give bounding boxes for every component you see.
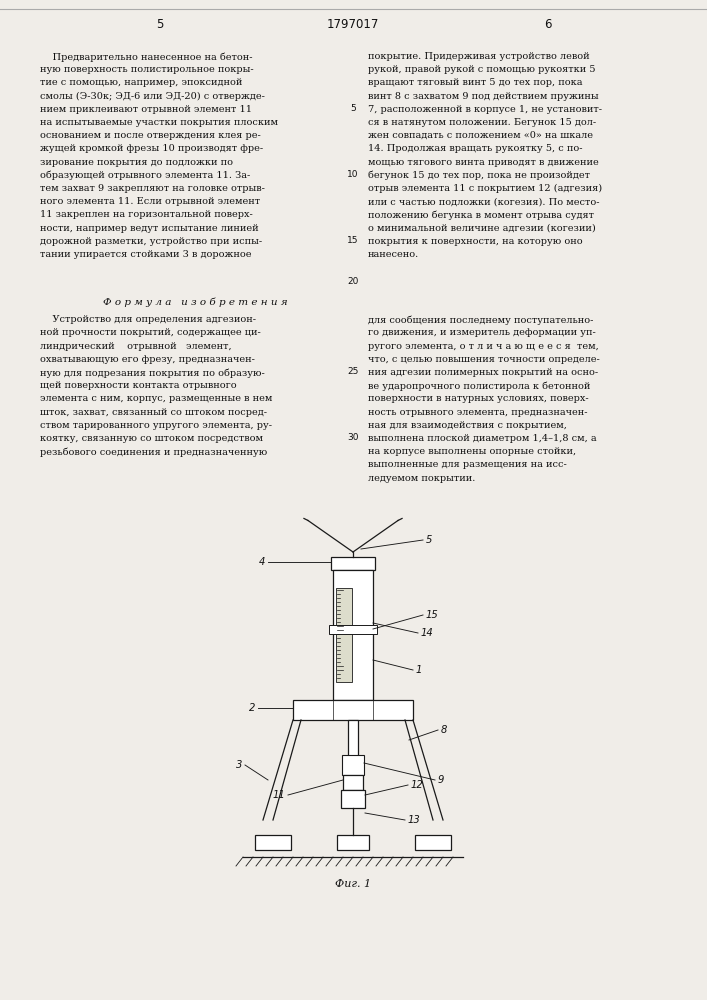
Text: 5: 5	[426, 535, 433, 545]
Text: положению бегунка в момент отрыва судят: положению бегунка в момент отрыва судят	[368, 210, 594, 220]
Text: резьбового соединения и предназначенную: резьбового соединения и предназначенную	[40, 447, 267, 457]
Text: 8: 8	[441, 725, 448, 735]
Text: для сообщения последнему поступательно-: для сообщения последнему поступательно-	[368, 315, 593, 325]
Text: 4: 4	[259, 557, 265, 567]
Text: тании упирается стойками 3 в дорожное: тании упирается стойками 3 в дорожное	[40, 250, 252, 259]
Text: отрыв элемента 11 с покрытием 12 (адгезия): отрыв элемента 11 с покрытием 12 (адгези…	[368, 184, 602, 193]
Text: щей поверхности контакта отрывного: щей поверхности контакта отрывного	[40, 381, 237, 390]
Text: ве ударопрочного полистирола к бетонной: ве ударопрочного полистирола к бетонной	[368, 381, 590, 391]
Bar	[342, 755, 364, 775]
Text: нанесено.: нанесено.	[368, 250, 419, 259]
Text: рукой, правой рукой с помощью рукоятки 5: рукой, правой рукой с помощью рукоятки 5	[368, 65, 595, 74]
Text: поверхности в натурных условиях, поверх-: поверхности в натурных условиях, поверх-	[368, 394, 589, 403]
Text: 5: 5	[156, 17, 164, 30]
Bar	[293, 700, 413, 720]
Bar	[341, 790, 365, 808]
Text: 15: 15	[426, 610, 439, 620]
Bar	[336, 588, 352, 682]
Text: вращают тяговый винт 5 до тех пор, пока: вращают тяговый винт 5 до тех пор, пока	[368, 78, 583, 87]
Bar	[343, 775, 363, 790]
Text: покрытия к поверхности, на которую оно: покрытия к поверхности, на которую оно	[368, 237, 583, 246]
Bar	[415, 835, 451, 850]
Text: ледуемом покрытии.: ледуемом покрытии.	[368, 474, 475, 483]
Text: охватывающую его фрезу, предназначен-: охватывающую его фрезу, предназначен-	[40, 355, 255, 364]
Text: ного элемента 11. Если отрывной элемент: ного элемента 11. Если отрывной элемент	[40, 197, 260, 206]
Text: 15: 15	[347, 236, 358, 245]
Bar	[331, 557, 375, 570]
Bar	[329, 625, 377, 634]
Text: покрытие. Придерживая устройство левой: покрытие. Придерживая устройство левой	[368, 52, 590, 61]
Text: 7, расположенной в корпусе 1, не установит-: 7, расположенной в корпусе 1, не установ…	[368, 105, 602, 114]
Text: жущей кромкой фрезы 10 производят фре-: жущей кромкой фрезы 10 производят фре-	[40, 144, 263, 153]
Text: мощью тягового винта приводят в движение: мощью тягового винта приводят в движение	[368, 158, 599, 167]
Bar	[255, 835, 291, 850]
Text: нием приклеивают отрывной элемент 11: нием приклеивают отрывной элемент 11	[40, 105, 252, 114]
Text: или с частью подложки (когезия). По место-: или с частью подложки (когезия). По мест…	[368, 197, 600, 206]
Text: ную для подрезания покрытия по образую-: ную для подрезания покрытия по образую-	[40, 368, 264, 377]
Text: 10: 10	[347, 170, 358, 179]
Text: Фиг. 1: Фиг. 1	[335, 879, 371, 889]
Text: винт 8 с захватом 9 под действием пружины: винт 8 с захватом 9 под действием пружин…	[368, 92, 599, 101]
Text: тем захват 9 закрепляют на головке отрыв-: тем захват 9 закрепляют на головке отрыв…	[40, 184, 265, 193]
Text: 25: 25	[347, 367, 358, 376]
Bar	[333, 570, 373, 700]
Text: 20: 20	[347, 277, 358, 286]
Text: 14: 14	[421, 628, 434, 638]
Text: ством тарированного упругого элемента, ру-: ством тарированного упругого элемента, р…	[40, 421, 272, 430]
Text: что, с целью повышения точности определе-: что, с целью повышения точности определе…	[368, 355, 600, 364]
Text: смолы (Э-30к; ЭД-6 или ЭД-20) с отвержде-: смолы (Э-30к; ЭД-6 или ЭД-20) с отвержде…	[40, 92, 265, 101]
Text: линдрический    отрывной   элемент,: линдрический отрывной элемент,	[40, 342, 232, 351]
Text: ной прочности покрытий, содержащее ци-: ной прочности покрытий, содержащее ци-	[40, 328, 261, 337]
Text: 13: 13	[408, 815, 421, 825]
Text: 30: 30	[347, 433, 358, 442]
Text: ная для взаимодействия с покрытием,: ная для взаимодействия с покрытием,	[368, 421, 567, 430]
Text: 11 закреплен на горизонтальной поверх-: 11 закреплен на горизонтальной поверх-	[40, 210, 252, 219]
Text: выполненные для размещения на исс-: выполненные для размещения на исс-	[368, 460, 567, 469]
Text: ности, например ведут испытание линией: ности, например ведут испытание линией	[40, 224, 259, 233]
Text: 5: 5	[350, 104, 356, 113]
Text: о минимальной величине адгезии (когезии): о минимальной величине адгезии (когезии)	[368, 224, 596, 233]
Bar	[348, 720, 358, 775]
Text: 1: 1	[416, 665, 422, 675]
Text: выполнена плоской диаметром 1,4–1,8 см, а: выполнена плоской диаметром 1,4–1,8 см, …	[368, 434, 597, 443]
Text: жен совпадать с положением «0» на шкале: жен совпадать с положением «0» на шкале	[368, 131, 593, 140]
Text: 11: 11	[272, 790, 285, 800]
Text: 6: 6	[544, 17, 551, 30]
Text: Устройство для определения адгезион-: Устройство для определения адгезион-	[40, 315, 256, 324]
Bar	[337, 835, 369, 850]
Text: зирование покрытия до подложки по: зирование покрытия до подложки по	[40, 158, 233, 167]
Text: бегунок 15 до тех пор, пока не произойдет: бегунок 15 до тех пор, пока не произойде…	[368, 171, 590, 180]
Text: ную поверхность полистирольное покры-: ную поверхность полистирольное покры-	[40, 65, 254, 74]
Text: тие с помощью, например, эпоксидной: тие с помощью, например, эпоксидной	[40, 78, 243, 87]
Text: ния адгезии полимерных покрытий на осно-: ния адгезии полимерных покрытий на осно-	[368, 368, 598, 377]
Text: Предварительно нанесенное на бетон-: Предварительно нанесенное на бетон-	[40, 52, 252, 62]
Text: дорожной разметки, устройство при испы-: дорожной разметки, устройство при испы-	[40, 237, 262, 246]
Text: 2: 2	[249, 703, 255, 713]
Text: 3: 3	[235, 760, 242, 770]
Text: Ф о р м у л а   и з о б р е т е н и я: Ф о р м у л а и з о б р е т е н и я	[103, 297, 287, 307]
Text: ругого элемента, о т л и ч а ю щ е е с я  тем,: ругого элемента, о т л и ч а ю щ е е с я…	[368, 342, 599, 351]
Text: 12: 12	[411, 780, 423, 790]
Text: ся в натянутом положении. Бегунок 15 дол-: ся в натянутом положении. Бегунок 15 дол…	[368, 118, 596, 127]
Text: на корпусе выполнены опорные стойки,: на корпусе выполнены опорные стойки,	[368, 447, 576, 456]
Text: шток, захват, связанный со штоком посред-: шток, захват, связанный со штоком посред…	[40, 408, 267, 417]
Text: образующей отрывного элемента 11. За-: образующей отрывного элемента 11. За-	[40, 171, 250, 180]
Text: коятку, связанную со штоком посредством: коятку, связанную со штоком посредством	[40, 434, 263, 443]
Text: 9: 9	[438, 775, 445, 785]
Text: го движения, и измеритель деформации уп-: го движения, и измеритель деформации уп-	[368, 328, 596, 337]
Text: основанием и после отверждения клея ре-: основанием и после отверждения клея ре-	[40, 131, 261, 140]
Text: 14. Продолжая вращать рукоятку 5, с по-: 14. Продолжая вращать рукоятку 5, с по-	[368, 144, 583, 153]
Text: ность отрывного элемента, предназначен-: ность отрывного элемента, предназначен-	[368, 408, 588, 417]
Text: 1797017: 1797017	[327, 17, 379, 30]
Text: элемента с ним, корпус, размещенные в нем: элемента с ним, корпус, размещенные в не…	[40, 394, 272, 403]
Text: на испытываемые участки покрытия плоским: на испытываемые участки покрытия плоским	[40, 118, 278, 127]
